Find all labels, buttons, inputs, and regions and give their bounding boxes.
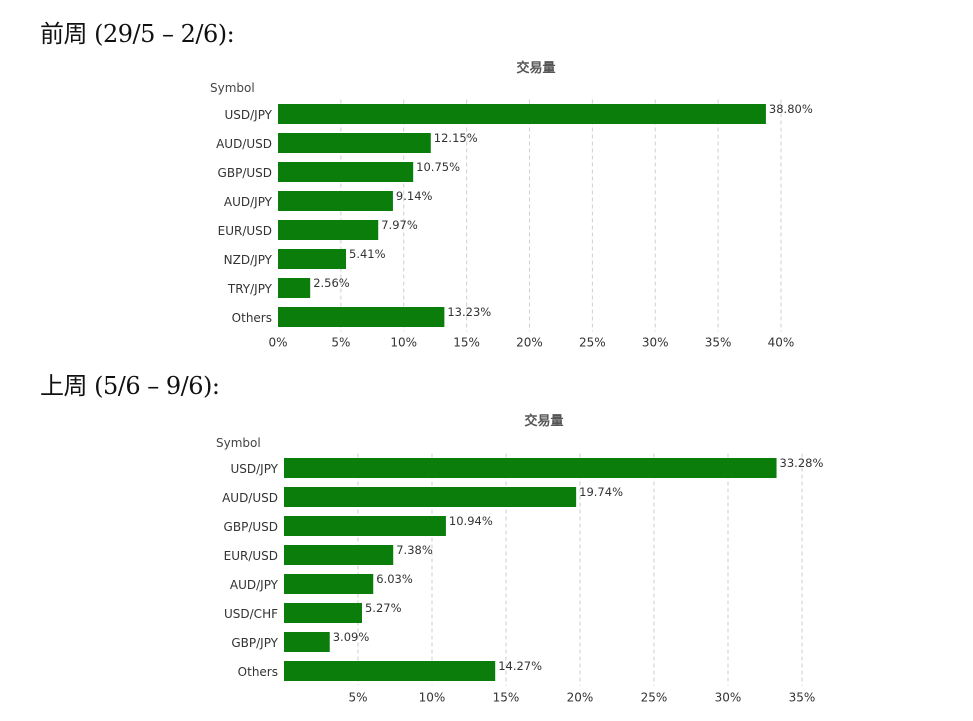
x-tick-label: 40% bbox=[768, 336, 795, 350]
x-tick-label: 5% bbox=[331, 336, 350, 350]
bar bbox=[278, 220, 379, 240]
x-tick-label: 25% bbox=[641, 691, 668, 705]
value-label: 7.38% bbox=[396, 543, 433, 557]
category-label: USD/JPY bbox=[224, 108, 272, 122]
value-label: 5.41% bbox=[349, 247, 386, 261]
bar bbox=[284, 487, 577, 507]
volume-chart-last-week: 交易量 Symbol USD/JPY 33.28% AUD/USD 19.74% GBP/U… bbox=[216, 413, 824, 705]
category-label: GBP/USD bbox=[218, 166, 272, 180]
value-label: 3.09% bbox=[333, 630, 370, 644]
value-label: 19.74% bbox=[579, 485, 623, 499]
category-label: AUD/USD bbox=[216, 137, 272, 151]
bar bbox=[278, 133, 431, 153]
x-tick-label: 25% bbox=[579, 336, 606, 350]
chart-title: 交易量 bbox=[516, 60, 555, 76]
x-tick-label: 35% bbox=[705, 336, 732, 350]
value-label: 10.75% bbox=[416, 160, 460, 174]
category-label: AUD/USD bbox=[222, 491, 278, 505]
x-tick-label: 35% bbox=[789, 691, 816, 705]
bar bbox=[284, 545, 394, 565]
x-tick-label: 5% bbox=[348, 691, 367, 705]
category-label: USD/JPY bbox=[230, 462, 278, 476]
bar bbox=[284, 661, 496, 681]
value-label: 33.28% bbox=[780, 456, 824, 470]
category-label: GBP/USD bbox=[224, 520, 278, 534]
value-label: 9.14% bbox=[396, 189, 433, 203]
category-label: AUD/JPY bbox=[230, 578, 279, 592]
value-label: 7.97% bbox=[381, 218, 418, 232]
y-axis-label: Symbol bbox=[210, 81, 255, 95]
x-tick-label: 15% bbox=[493, 691, 520, 705]
value-label: 10.94% bbox=[449, 514, 493, 528]
value-label: 2.56% bbox=[313, 276, 350, 290]
bar bbox=[284, 458, 777, 478]
value-label: 14.27% bbox=[498, 659, 542, 673]
value-label: 13.23% bbox=[447, 305, 491, 319]
category-label: AUD/JPY bbox=[224, 195, 273, 209]
bar bbox=[284, 574, 374, 594]
category-label: USD/CHF bbox=[224, 607, 278, 621]
bar bbox=[278, 307, 445, 327]
category-label: Others bbox=[232, 311, 272, 325]
category-label: Others bbox=[238, 665, 278, 679]
bar bbox=[278, 162, 414, 182]
x-tick-label: 20% bbox=[567, 691, 594, 705]
chart-title: 交易量 bbox=[524, 413, 563, 429]
bar bbox=[278, 249, 347, 269]
bar bbox=[278, 278, 311, 298]
bar bbox=[278, 191, 393, 211]
x-tick-label: 20% bbox=[516, 336, 543, 350]
category-label: EUR/USD bbox=[218, 224, 272, 238]
week-heading-previous: 前周 (29/5 – 2/6): bbox=[40, 20, 235, 48]
value-label: 5.27% bbox=[365, 601, 402, 615]
x-tick-label: 15% bbox=[453, 336, 480, 350]
category-label: GBP/JPY bbox=[231, 636, 278, 650]
bar bbox=[278, 104, 766, 124]
category-label: EUR/USD bbox=[224, 549, 278, 563]
x-tick-label: 10% bbox=[390, 336, 417, 350]
volume-chart-previous-week: 交易量 Symbol USD/JPY 38.80% AUD/USD 12.15% GBP/U… bbox=[210, 60, 813, 350]
value-label: 6.03% bbox=[376, 572, 413, 586]
bar bbox=[284, 632, 330, 652]
value-label: 12.15% bbox=[434, 131, 478, 145]
value-label: 38.80% bbox=[769, 102, 813, 116]
bar bbox=[284, 603, 362, 623]
week-heading-last: 上周 (5/6 – 9/6): bbox=[40, 372, 220, 400]
x-tick-label: 30% bbox=[642, 336, 669, 350]
x-tick-label: 30% bbox=[715, 691, 742, 705]
x-tick-label: 0% bbox=[268, 336, 287, 350]
y-axis-label: Symbol bbox=[216, 436, 261, 450]
x-tick-label: 10% bbox=[419, 691, 446, 705]
category-label: NZD/JPY bbox=[224, 253, 273, 267]
bar bbox=[284, 516, 446, 536]
category-label: TRY/JPY bbox=[227, 282, 273, 296]
